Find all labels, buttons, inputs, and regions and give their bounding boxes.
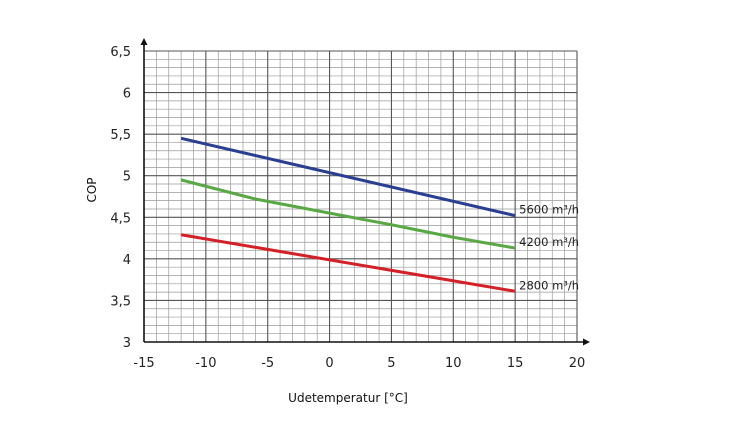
series-line [180,178,516,250]
y-axis-title: COP [85,177,99,202]
series-label: 5600 m³/h [519,203,579,217]
x-tick-label: -5 [261,356,274,371]
series-label: 4200 m³/h [519,235,579,249]
y-tick-label: 5,5 [110,128,131,143]
x-tick-label: 20 [569,356,586,371]
tick-labels: -15 -10 -5 0 5 10 15 20 3 3,5 4 4,5 5 5,5 6 6,5 [110,45,585,371]
y-tick-label: 3 [123,336,131,351]
x-tick-label: -15 [133,356,154,371]
x-axis-arrow [583,338,590,346]
x-axis-title: Udetemperatur [°C] [288,391,408,405]
y-tick-label: 3,5 [110,294,131,309]
series-line [180,233,516,293]
y-axis-arrow [140,38,148,45]
y-tick-label: 6,5 [110,45,131,60]
series: 5600 m³/h 4200 m³/h 2800 m³/h [180,136,579,293]
y-tick-label: 4 [123,253,131,268]
x-tick-label: 10 [445,356,462,371]
y-tick-label: 6 [123,87,131,102]
y-tick-label: 5 [123,170,131,185]
y-tick-label: 4,5 [110,211,131,226]
x-tick-label: -10 [195,356,216,371]
x-tick-label: 15 [507,356,524,371]
axes [140,38,590,346]
series-label: 2800 m³/h [519,278,579,292]
x-tick-label: 5 [387,356,395,371]
grid [144,50,578,342]
series-line [180,136,516,218]
x-tick-label: 0 [325,356,333,371]
